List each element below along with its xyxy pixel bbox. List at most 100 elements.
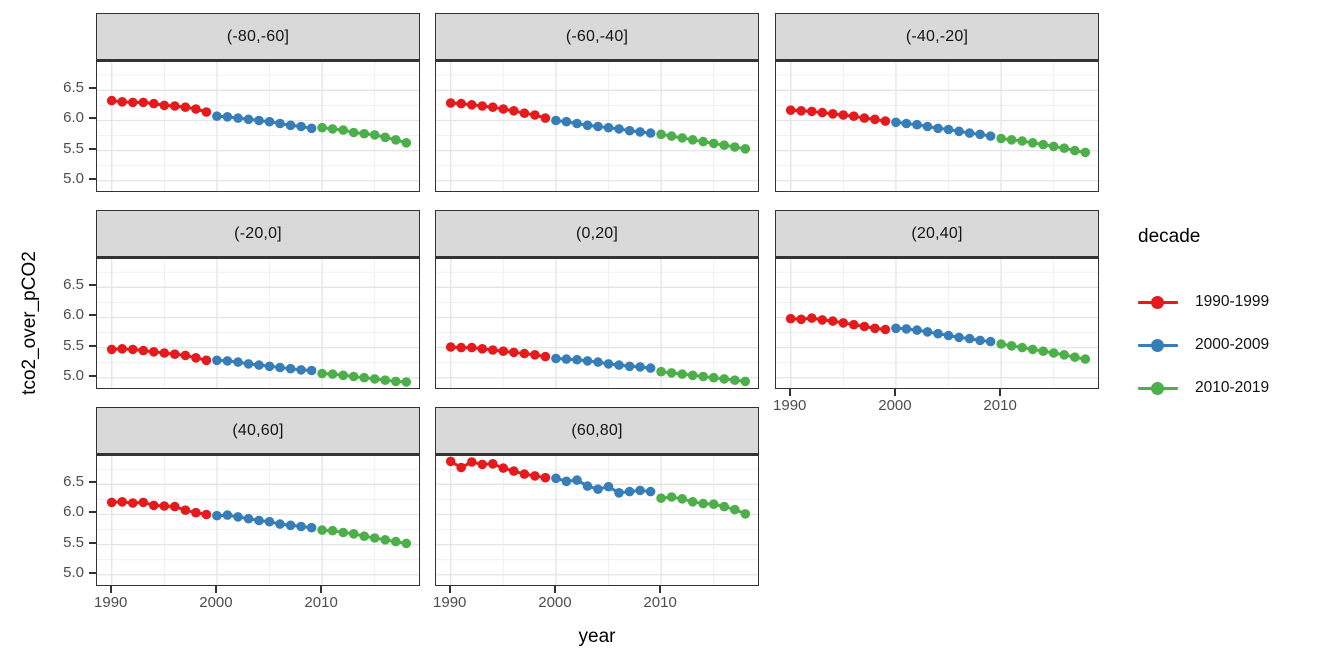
legend-entry-label: 2010-2019 <box>1195 379 1270 396</box>
x-tick-mark <box>448 586 451 593</box>
facet-strip-label: (-20,0] <box>96 210 420 257</box>
data-point <box>985 131 996 141</box>
data-point <box>964 128 975 138</box>
data-point <box>624 125 635 136</box>
data-point <box>275 519 285 529</box>
y-tick-label: 5.0 <box>63 563 84 581</box>
data-point <box>838 318 849 328</box>
y-tick-label: 6.0 <box>63 109 84 127</box>
data-point <box>582 356 593 366</box>
data-point <box>201 107 212 117</box>
data-point <box>191 507 201 518</box>
legend-key-icon <box>1138 287 1178 317</box>
data-point <box>380 375 391 385</box>
data-point <box>306 123 317 134</box>
data-point <box>338 527 348 538</box>
data-point <box>1038 346 1048 356</box>
data-point <box>582 481 593 491</box>
data-point <box>233 113 243 123</box>
data-point <box>551 473 561 484</box>
data-point <box>149 500 159 511</box>
series-line <box>789 316 887 331</box>
data-point <box>912 325 922 335</box>
data-point <box>149 347 159 357</box>
legend-title: decade <box>1138 226 1201 247</box>
data-point <box>870 323 880 334</box>
data-point <box>540 113 551 123</box>
data-point <box>635 485 645 496</box>
facet-canvas <box>97 62 419 191</box>
data-point <box>807 106 817 117</box>
data-point <box>117 97 127 107</box>
series-line <box>110 99 208 114</box>
data-point <box>943 124 954 135</box>
y-tick-label: 5.5 <box>63 533 84 551</box>
data-point <box>740 144 751 154</box>
data-point <box>359 372 370 383</box>
data-point <box>243 513 254 524</box>
data-point <box>572 118 582 129</box>
x-tick-label: 2010 <box>983 397 1017 414</box>
data-point <box>975 335 985 346</box>
facet-plot-area <box>435 454 759 586</box>
data-point <box>296 121 306 132</box>
y-tick-mark <box>89 541 96 544</box>
data-point <box>369 533 380 543</box>
data-point <box>849 111 859 121</box>
data-point <box>380 535 391 545</box>
x-tick-label: 1990 <box>433 594 467 611</box>
data-point <box>243 359 254 369</box>
x-axis-title: year <box>578 626 616 647</box>
data-point <box>645 128 656 138</box>
data-point <box>645 363 656 373</box>
data-point <box>698 136 708 147</box>
data-point <box>401 538 412 549</box>
x-tick-mark <box>788 389 791 396</box>
data-point <box>572 475 582 485</box>
data-point <box>1017 342 1027 353</box>
data-point <box>593 121 603 132</box>
data-point <box>624 486 635 497</box>
data-point <box>551 115 561 126</box>
data-point <box>264 361 275 372</box>
data-point <box>614 124 624 134</box>
data-point <box>561 116 572 127</box>
data-point <box>359 128 370 139</box>
series-line <box>110 500 208 516</box>
facet-strip-label: (-80,-60] <box>96 13 420 60</box>
data-point <box>391 536 401 547</box>
data-point <box>369 374 380 384</box>
y-tick-label: 6.5 <box>63 276 84 294</box>
y-tick-label: 6.0 <box>63 503 84 521</box>
y-tick-label: 5.0 <box>63 169 84 187</box>
data-point <box>106 95 117 106</box>
facet-plot-area <box>435 257 759 389</box>
data-point <box>254 515 264 526</box>
data-point <box>624 361 635 372</box>
data-point <box>159 100 170 111</box>
legend-key-dot <box>1151 381 1164 395</box>
data-point <box>891 323 901 334</box>
data-point <box>1048 348 1059 358</box>
data-point <box>730 142 740 152</box>
facet: (-80,-60] <box>96 13 420 192</box>
y-tick-mark <box>89 374 96 377</box>
data-point <box>296 521 306 532</box>
data-point <box>901 324 912 334</box>
data-point <box>933 328 943 339</box>
series-line <box>449 345 547 359</box>
data-point <box>635 362 645 372</box>
data-point <box>1070 145 1080 156</box>
y-tick-label: 5.0 <box>63 366 84 384</box>
y-tick-mark <box>89 117 96 120</box>
data-point <box>698 371 708 382</box>
data-point <box>359 531 370 541</box>
series-line <box>449 101 547 120</box>
legend-entry-label: 2000-2009 <box>1195 336 1270 353</box>
data-point <box>740 509 751 519</box>
facet-strip-label: (20,40] <box>775 210 1099 257</box>
data-point <box>828 316 838 326</box>
data-point <box>477 101 488 111</box>
data-point <box>730 504 740 515</box>
data-point <box>391 135 401 145</box>
